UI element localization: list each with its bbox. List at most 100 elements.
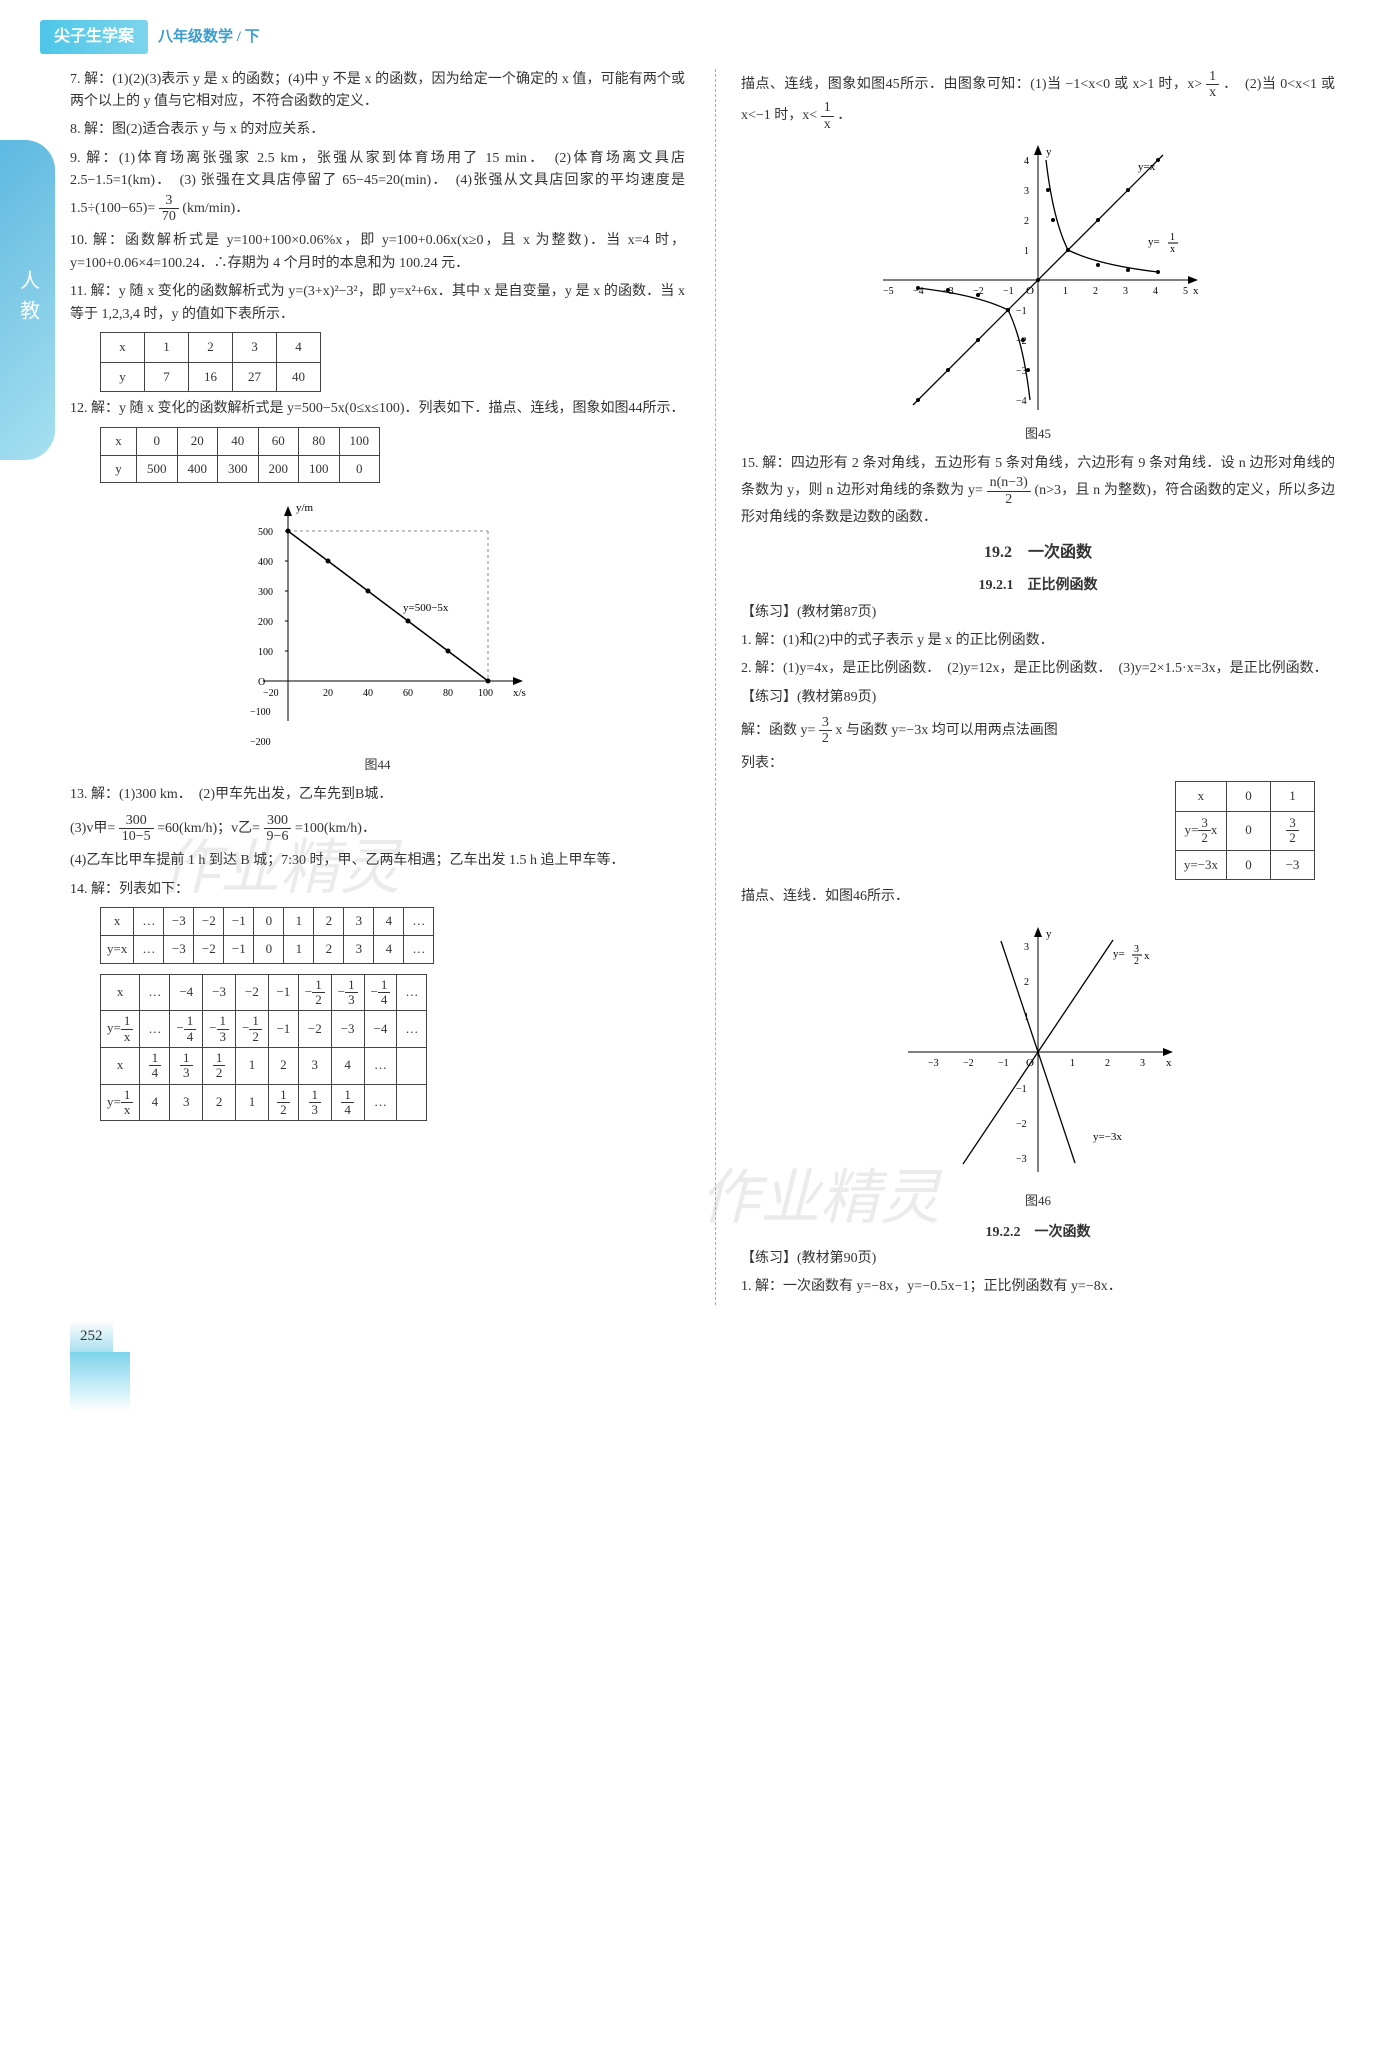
svg-text:y=: y= bbox=[1113, 948, 1125, 960]
svg-text:2: 2 bbox=[1093, 286, 1098, 297]
svg-text:2: 2 bbox=[1134, 956, 1139, 967]
svg-text:100: 100 bbox=[478, 688, 493, 699]
fig46-chart: x y O 123 −1−2−3 123 −1−2−3 y= 3 bbox=[741, 917, 1335, 1212]
svg-text:y: y bbox=[1046, 928, 1052, 940]
svg-text:−20: −20 bbox=[263, 688, 279, 699]
p89-draw: 描点、连线．如图46所示． bbox=[741, 886, 1335, 908]
right-column: 描点、连线，图象如图45所示．由图象可知：(1)当 −1<x<0 或 x>1 时… bbox=[715, 69, 1335, 1305]
svg-text:2: 2 bbox=[1024, 216, 1029, 227]
svg-text:60: 60 bbox=[403, 688, 413, 699]
q14: 14. 解：列表如下： bbox=[70, 879, 685, 901]
svg-text:80: 80 bbox=[443, 688, 453, 699]
svg-text:5: 5 bbox=[1183, 286, 1188, 297]
svg-text:x: x bbox=[1144, 950, 1150, 962]
svg-text:−100: −100 bbox=[250, 707, 271, 718]
p2: 2. 解：(1)y=4x，是正比例函数． (2)y=12x，是正比例函数． (3… bbox=[741, 658, 1335, 680]
svg-text:−2: −2 bbox=[1016, 336, 1027, 347]
table-q14a: x…−3−2−101234… y=x…−3−2−101234… bbox=[100, 907, 434, 964]
svg-text:3: 3 bbox=[1140, 1058, 1145, 1069]
svg-text:3: 3 bbox=[1024, 186, 1029, 197]
q11: 11. 解：y 随 x 变化的函数解析式为 y=(3+x)²−3²，即 y=x²… bbox=[70, 281, 685, 326]
svg-text:2: 2 bbox=[1105, 1058, 1110, 1069]
content-area: 7. 解：(1)(2)(3)表示 y 是 x 的函数；(4)中 y 不是 x 的… bbox=[70, 69, 1335, 1305]
svg-text:200: 200 bbox=[258, 617, 273, 628]
table-row: x 0 20 40 60 80 100 bbox=[101, 427, 380, 455]
svg-text:3: 3 bbox=[1024, 942, 1029, 953]
q13: 13. 解：(1)300 km． (2)甲车先出发，乙车先到B城． bbox=[70, 784, 685, 806]
fig45-caption: 图45 bbox=[741, 424, 1335, 445]
fig46-svg: x y O 123 −1−2−3 123 −1−2−3 y= 3 bbox=[888, 917, 1188, 1187]
fig44-svg: y/m x/s O 100 200 300 400 500 −100 −200 … bbox=[218, 491, 538, 751]
table-q14b: x…−4−3−2−1−12−13−14… y=1x…−14−13−12−1−2−… bbox=[100, 974, 427, 1121]
p89-list: 列表： bbox=[741, 753, 1335, 775]
svg-text:O: O bbox=[258, 677, 265, 688]
side-tab: 人教 bbox=[0, 140, 55, 460]
header-subtitle: 八年级数学 / 下 bbox=[158, 25, 260, 49]
svg-text:x/s: x/s bbox=[513, 687, 526, 699]
svg-text:−3: −3 bbox=[1016, 1154, 1027, 1165]
page-strip-decoration bbox=[70, 1352, 130, 1412]
fig45-chart: x y O 12345 −1−2−3−4−5 1234 −1−2−3−4 bbox=[741, 140, 1335, 445]
svg-text:−5: −5 bbox=[883, 286, 894, 297]
section-19-2-1: 19.2.1 正比例函数 bbox=[741, 575, 1335, 597]
practice-89: 【练习】(教材第89页) bbox=[741, 687, 1335, 709]
fig46-caption: 图46 bbox=[741, 1191, 1335, 1212]
page-footer: 252 bbox=[40, 1305, 1335, 1412]
svg-text:y=−3x: y=−3x bbox=[1093, 1131, 1122, 1143]
svg-text:3: 3 bbox=[1123, 286, 1128, 297]
section-19-2-2: 19.2.2 一次函数 bbox=[741, 1222, 1335, 1244]
table-row: y 7 16 27 40 bbox=[101, 362, 321, 392]
right-intro: 描点、连线，图象如图45所示．由图象可知：(1)当 −1<x<0 或 x>1 时… bbox=[741, 69, 1335, 133]
table-row: y 500 400 300 200 100 0 bbox=[101, 455, 380, 483]
table-p89: x01 y=32x032 y=−3x0−3 bbox=[1175, 781, 1315, 880]
section-19-2: 19.2 一次函数 bbox=[741, 540, 1335, 566]
svg-text:−1: −1 bbox=[1003, 286, 1014, 297]
practice-87: 【练习】(教材第87页) bbox=[741, 602, 1335, 624]
fig45-svg: x y O 12345 −1−2−3−4−5 1234 −1−2−3−4 bbox=[868, 140, 1208, 420]
svg-text:3: 3 bbox=[1134, 944, 1139, 955]
p1: 1. 解：(1)和(2)中的式子表示 y 是 x 的正比例函数． bbox=[741, 630, 1335, 652]
svg-text:1: 1 bbox=[1063, 286, 1068, 297]
svg-text:−1: −1 bbox=[1016, 306, 1027, 317]
svg-text:y/m: y/m bbox=[296, 502, 314, 514]
q9-tail: (km/min)． bbox=[182, 201, 249, 216]
svg-text:y: y bbox=[1046, 146, 1052, 158]
fig44-chart: y/m x/s O 100 200 300 400 500 −100 −200 … bbox=[70, 491, 685, 776]
svg-text:1: 1 bbox=[1024, 246, 1029, 257]
q15: 15. 解：四边形有 2 条对角线，五边形有 5 条对角线，六边形有 9 条对角… bbox=[741, 453, 1335, 530]
svg-text:−200: −200 bbox=[250, 737, 271, 748]
practice-90: 【练习】(教材第90页) bbox=[741, 1248, 1335, 1270]
fig44-caption: 图44 bbox=[70, 755, 685, 776]
q10: 10. 解：函数解析式是 y=100+100×0.06%x，即 y=100+0.… bbox=[70, 230, 685, 275]
svg-text:−3: −3 bbox=[928, 1058, 939, 1069]
svg-text:2: 2 bbox=[1024, 977, 1029, 988]
svg-text:40: 40 bbox=[363, 688, 373, 699]
q9: 9. 解：(1)体育场离张强家 2.5 km，张强从家到体育场用了 15 min… bbox=[70, 148, 685, 225]
q7: 7. 解：(1)(2)(3)表示 y 是 x 的函数；(4)中 y 不是 x 的… bbox=[70, 69, 685, 114]
table-q11: x 1 2 3 4 y 7 16 27 40 bbox=[100, 332, 321, 393]
header-badge: 尖子生学案 bbox=[40, 20, 148, 54]
p90-1: 1. 解：一次函数有 y=−8x，y=−0.5x−1；正比例函数有 y=−8x． bbox=[741, 1276, 1335, 1298]
svg-text:4: 4 bbox=[1024, 156, 1029, 167]
q13-line3: (4)乙车比甲车提前 1 h 到达 B 城；7:30 时，甲、乙两车相遇；乙车出… bbox=[70, 850, 685, 872]
svg-text:4: 4 bbox=[1153, 286, 1158, 297]
svg-text:1: 1 bbox=[1070, 1058, 1075, 1069]
svg-text:−2: −2 bbox=[963, 1058, 974, 1069]
svg-text:300: 300 bbox=[258, 587, 273, 598]
svg-text:20: 20 bbox=[323, 688, 333, 699]
q12: 12. 解：y 随 x 变化的函数解析式是 y=500−5x(0≤x≤100)．… bbox=[70, 398, 685, 420]
left-column: 7. 解：(1)(2)(3)表示 y 是 x 的函数；(4)中 y 不是 x 的… bbox=[70, 69, 685, 1305]
q8: 8. 解：图(2)适合表示 y 与 x 的对应关系． bbox=[70, 119, 685, 141]
svg-text:1: 1 bbox=[1170, 232, 1175, 243]
svg-text:y=500−5x: y=500−5x bbox=[403, 602, 449, 614]
svg-text:500: 500 bbox=[258, 527, 273, 538]
svg-text:−2: −2 bbox=[1016, 1119, 1027, 1130]
svg-text:−1: −1 bbox=[1016, 1084, 1027, 1095]
svg-text:−1: −1 bbox=[998, 1058, 1009, 1069]
svg-text:y=x: y=x bbox=[1138, 161, 1156, 173]
svg-text:400: 400 bbox=[258, 557, 273, 568]
page-number: 252 bbox=[70, 1320, 113, 1352]
svg-text:x: x bbox=[1166, 1057, 1172, 1069]
svg-text:100: 100 bbox=[258, 647, 273, 658]
svg-text:−4: −4 bbox=[1016, 396, 1027, 407]
